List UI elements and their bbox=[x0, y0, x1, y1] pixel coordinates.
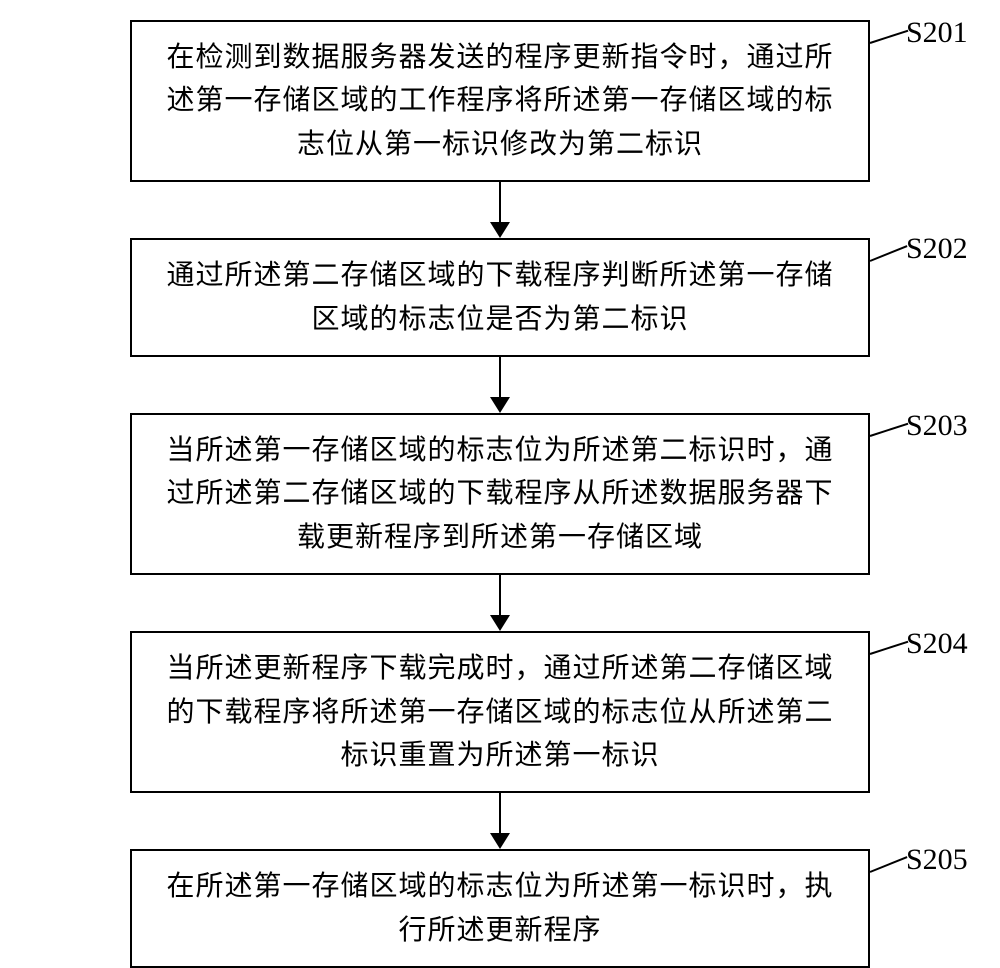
arrow-line bbox=[499, 182, 502, 222]
leader-line bbox=[870, 423, 909, 437]
step-row: 通过所述第二存储区域的下载程序判断所述第一存储区域的标志位是否为第二标识 S20… bbox=[0, 238, 1000, 357]
leader-line bbox=[870, 245, 908, 262]
step-row: 当所述第一存储区域的标志位为所述第二标识时，通过所述第二存储区域的下载程序从所述… bbox=[0, 413, 1000, 575]
leader-line bbox=[870, 30, 909, 44]
step-box-s203: 当所述第一存储区域的标志位为所述第二标识时，通过所述第二存储区域的下载程序从所述… bbox=[130, 413, 870, 575]
step-row: 当所述更新程序下载完成时，通过所述第二存储区域的下载程序将所述第一存储区域的标志… bbox=[0, 631, 1000, 793]
step-label-s203: S203 bbox=[906, 409, 968, 443]
arrow-head-icon bbox=[490, 615, 510, 631]
step-box-s201: 在检测到数据服务器发送的程序更新指令时，通过所述第一存储区域的工作程序将所述第一… bbox=[130, 20, 870, 182]
arrow-line bbox=[499, 575, 502, 615]
leader-line bbox=[870, 641, 909, 655]
arrow bbox=[490, 357, 510, 413]
step-text: 通过所述第二存储区域的下载程序判断所述第一存储区域的标志位是否为第二标识 bbox=[166, 260, 833, 334]
arrow-line bbox=[499, 793, 502, 833]
arrow-head-icon bbox=[490, 397, 510, 413]
arrow bbox=[490, 182, 510, 238]
step-row: 在所述第一存储区域的标志位为所述第一标识时，执行所述更新程序 S205 bbox=[0, 849, 1000, 968]
step-label-s202: S202 bbox=[906, 232, 968, 266]
step-label-s204: S204 bbox=[906, 627, 968, 661]
step-box-s204: 当所述更新程序下载完成时，通过所述第二存储区域的下载程序将所述第一存储区域的标志… bbox=[130, 631, 870, 793]
arrow-head-icon bbox=[490, 833, 510, 849]
step-box-s205: 在所述第一存储区域的标志位为所述第一标识时，执行所述更新程序 bbox=[130, 849, 870, 968]
step-text: 在所述第一存储区域的标志位为所述第一标识时，执行所述更新程序 bbox=[166, 871, 833, 945]
step-label-s201: S201 bbox=[906, 16, 968, 50]
step-label-s205: S205 bbox=[906, 843, 968, 877]
arrow-head-icon bbox=[490, 222, 510, 238]
step-box-s202: 通过所述第二存储区域的下载程序判断所述第一存储区域的标志位是否为第二标识 bbox=[130, 238, 870, 357]
step-text: 在检测到数据服务器发送的程序更新指令时，通过所述第一存储区域的工作程序将所述第一… bbox=[166, 42, 833, 160]
step-row: 在检测到数据服务器发送的程序更新指令时，通过所述第一存储区域的工作程序将所述第一… bbox=[0, 20, 1000, 182]
arrow-line bbox=[499, 357, 502, 397]
arrow bbox=[490, 575, 510, 631]
flowchart-container: 在检测到数据服务器发送的程序更新指令时，通过所述第一存储区域的工作程序将所述第一… bbox=[0, 20, 1000, 968]
arrow bbox=[490, 793, 510, 849]
step-text: 当所述第一存储区域的标志位为所述第二标识时，通过所述第二存储区域的下载程序从所述… bbox=[166, 435, 833, 553]
step-text: 当所述更新程序下载完成时，通过所述第二存储区域的下载程序将所述第一存储区域的标志… bbox=[166, 653, 833, 771]
leader-line bbox=[870, 856, 908, 873]
